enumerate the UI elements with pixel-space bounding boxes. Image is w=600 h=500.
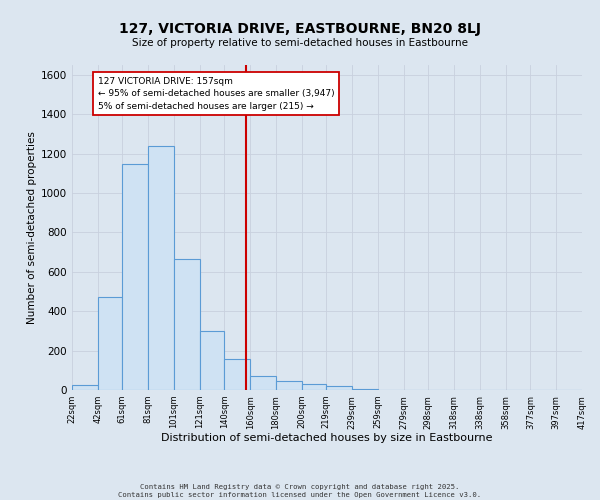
Bar (200, 331, 224, 390)
Text: 127, VICTORIA DRIVE, EASTBOURNE, BN20 8LJ: 127, VICTORIA DRIVE, EASTBOURNE, BN20 8L… (119, 22, 481, 36)
Bar (352, 389, 378, 390)
Y-axis label: Number of semi-detached properties: Number of semi-detached properties (27, 131, 37, 324)
Bar (326, 386, 352, 390)
Bar (122, 164, 148, 390)
Bar (148, 146, 174, 390)
X-axis label: Distribution of semi-detached houses by size in Eastbourne: Distribution of semi-detached houses by … (161, 433, 493, 443)
Bar (98, 298, 122, 390)
Text: 127 VICTORIA DRIVE: 157sqm
← 95% of semi-detached houses are smaller (3,947)
5% : 127 VICTORIA DRIVE: 157sqm ← 95% of semi… (98, 77, 334, 111)
Bar (72, 385, 98, 390)
Bar (302, 384, 326, 390)
Text: Size of property relative to semi-detached houses in Eastbourne: Size of property relative to semi-detach… (132, 38, 468, 48)
Text: Contains HM Land Registry data © Crown copyright and database right 2025.
Contai: Contains HM Land Registry data © Crown c… (118, 484, 482, 498)
Bar (224, 360, 250, 390)
Bar (174, 259, 200, 390)
Bar (250, 376, 276, 390)
Bar (276, 381, 302, 390)
